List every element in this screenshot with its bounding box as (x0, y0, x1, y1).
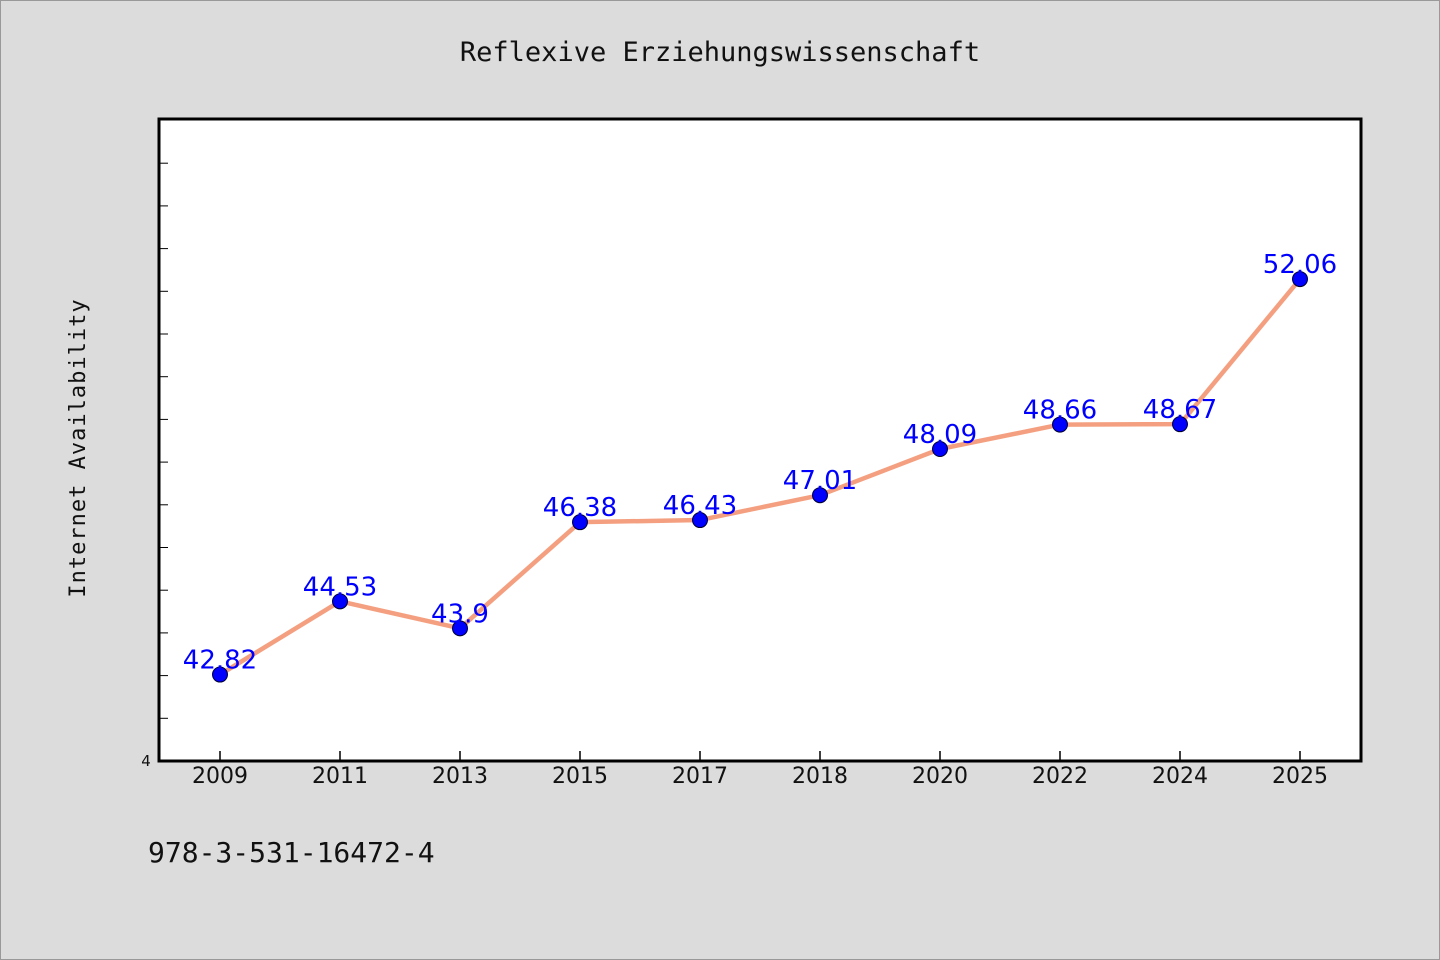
data-point (692, 512, 708, 529)
x-tick-label: 2018 (792, 764, 848, 789)
data-label: 47.01 (783, 466, 857, 496)
data-label: 46.38 (543, 493, 617, 523)
x-tick-label: 2025 (1272, 764, 1328, 789)
data-label: 46.43 (663, 491, 737, 521)
footer-isbn: 978-3-531-16472-4 (148, 836, 435, 869)
data-point (332, 593, 348, 610)
data-point (812, 487, 828, 504)
x-tick-label: 2022 (1032, 764, 1088, 789)
data-label: 48.09 (903, 420, 977, 450)
data-point (1052, 416, 1068, 433)
x-tick-label: 2020 (912, 764, 968, 789)
data-label: 43.9 (431, 599, 489, 629)
y-axis-ticks (159, 162, 168, 719)
data-point (572, 514, 588, 531)
y-axis-label: Internet Availability (66, 298, 91, 597)
x-tick-label: 2013 (432, 764, 488, 789)
data-point (1292, 271, 1308, 288)
series-line (217, 276, 1303, 677)
data-label: 52.06 (1263, 250, 1337, 280)
data-label: 48.66 (1023, 396, 1097, 426)
x-tick-label: 2011 (312, 764, 368, 789)
x-tick-label: 2009 (192, 764, 248, 789)
x-tick-label: 2017 (672, 764, 728, 789)
series-layer: 42.82 44.53 43.9 46.38 46.43 47.01 48.09 48.66 4… (183, 250, 1337, 683)
x-tick-label: 2024 (1152, 764, 1208, 789)
data-label: 42.82 (183, 646, 257, 676)
chart-title: Reflexive Erziehungswissenschaft (460, 37, 980, 68)
x-axis-ticks: 2009 2011 2013 2015 2017 2018 2020 2022 2024 2025 (192, 751, 1328, 789)
plot-area (157, 117, 1363, 763)
data-point (1172, 416, 1188, 433)
x-tick-label: 2015 (552, 764, 608, 789)
data-point (932, 440, 948, 457)
y-tick-label: 4 (141, 752, 151, 770)
data-point (212, 666, 228, 683)
data-label: 48.67 (1143, 395, 1217, 425)
data-label: 44.53 (303, 572, 377, 602)
data-point (452, 620, 468, 637)
